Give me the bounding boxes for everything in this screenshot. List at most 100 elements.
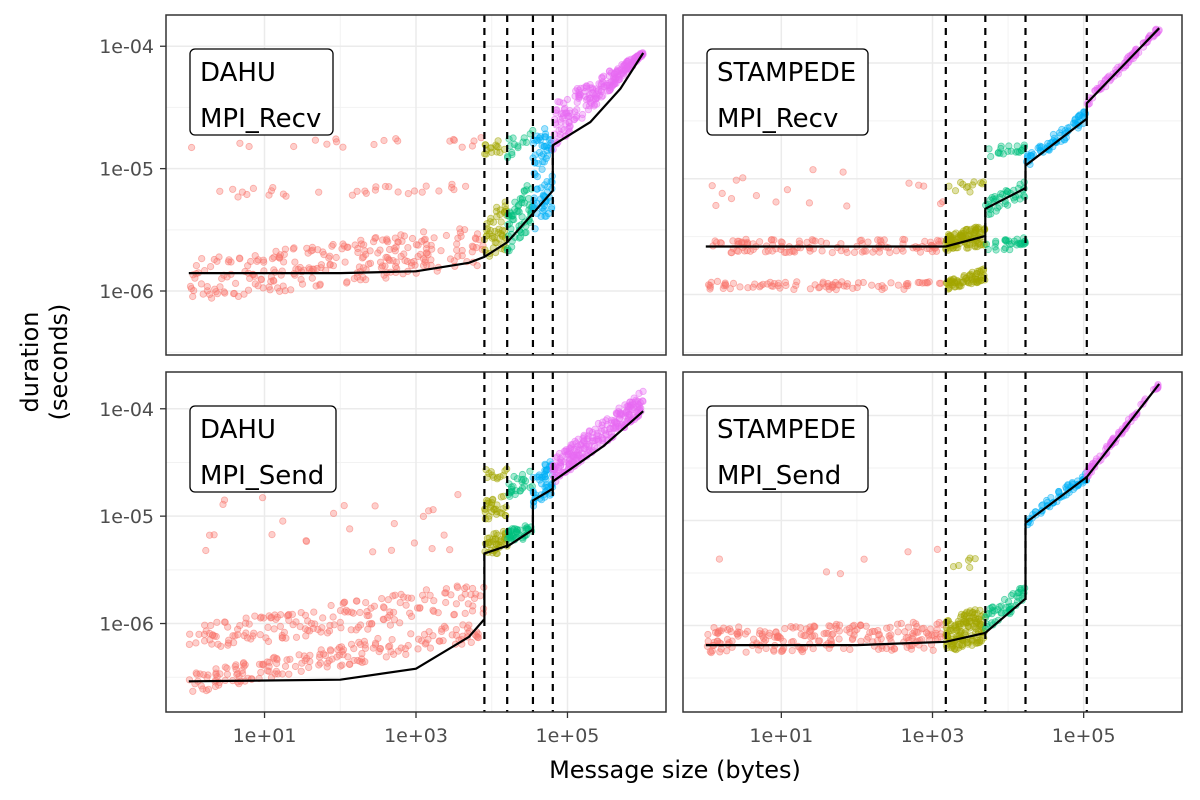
data-point bbox=[485, 538, 494, 546]
data-point bbox=[539, 473, 547, 481]
data-point bbox=[186, 282, 195, 290]
data-point bbox=[485, 515, 493, 523]
data-point bbox=[372, 183, 380, 191]
data-point bbox=[203, 673, 211, 682]
data-point bbox=[920, 624, 928, 633]
data-point bbox=[328, 242, 336, 250]
data-point bbox=[857, 236, 866, 244]
data-point bbox=[435, 187, 443, 195]
data-point bbox=[430, 597, 438, 605]
data-point bbox=[964, 244, 972, 252]
data-point bbox=[727, 195, 736, 203]
data-point bbox=[1013, 142, 1021, 150]
data-point bbox=[734, 237, 742, 245]
data-point bbox=[796, 624, 805, 632]
data-point bbox=[1006, 240, 1014, 249]
data-point bbox=[224, 641, 232, 649]
data-point bbox=[236, 139, 244, 147]
data-point bbox=[436, 637, 444, 645]
data-point bbox=[339, 240, 347, 248]
data-point bbox=[353, 187, 361, 195]
data-point bbox=[391, 234, 399, 242]
data-point bbox=[846, 645, 854, 654]
data-point bbox=[251, 612, 259, 620]
data-point bbox=[591, 95, 600, 103]
data-point bbox=[905, 179, 913, 187]
data-point bbox=[843, 248, 851, 257]
data-point bbox=[342, 279, 351, 287]
data-point bbox=[1064, 482, 1072, 490]
data-point bbox=[253, 257, 261, 265]
data-point bbox=[541, 125, 549, 133]
data-point bbox=[634, 397, 642, 405]
data-point bbox=[987, 152, 995, 161]
data-point bbox=[215, 253, 223, 261]
data-point bbox=[329, 509, 338, 518]
data-point bbox=[454, 252, 462, 260]
data-point bbox=[362, 598, 370, 607]
data-point bbox=[472, 590, 480, 598]
data-point bbox=[272, 659, 281, 668]
data-point bbox=[772, 198, 780, 206]
data-point bbox=[326, 621, 334, 630]
data-point bbox=[966, 563, 974, 572]
data-point bbox=[245, 620, 253, 628]
data-point bbox=[289, 245, 297, 253]
data-point bbox=[378, 594, 386, 603]
data-point bbox=[193, 670, 201, 678]
data-point bbox=[291, 258, 299, 266]
data-point bbox=[346, 525, 354, 533]
panel-label-line2: MPI_Send bbox=[200, 461, 324, 491]
data-point bbox=[231, 632, 239, 640]
data-point bbox=[376, 258, 385, 266]
data-point bbox=[985, 145, 993, 153]
data-point bbox=[765, 632, 773, 640]
data-point bbox=[537, 184, 545, 192]
data-point bbox=[278, 631, 286, 640]
panel-label: DAHU MPI_Send bbox=[189, 405, 337, 493]
data-point bbox=[421, 235, 429, 243]
data-point bbox=[240, 632, 248, 640]
data-point bbox=[710, 623, 718, 632]
data-point bbox=[824, 629, 832, 638]
data-point bbox=[396, 598, 404, 607]
data-point bbox=[591, 425, 599, 433]
data-point bbox=[736, 628, 744, 637]
data-point bbox=[354, 623, 362, 631]
data-point bbox=[280, 250, 288, 258]
data-point bbox=[932, 247, 941, 255]
data-point bbox=[599, 418, 607, 426]
data-point bbox=[582, 82, 591, 90]
data-point bbox=[442, 598, 450, 607]
data-point bbox=[216, 283, 224, 291]
data-point bbox=[945, 284, 953, 292]
fitted-model-line bbox=[188, 52, 645, 275]
data-point bbox=[1002, 603, 1010, 612]
data-point bbox=[599, 435, 607, 443]
data-point bbox=[876, 236, 884, 244]
data-point bbox=[381, 262, 389, 270]
data-point bbox=[336, 606, 345, 615]
data-point bbox=[428, 544, 436, 553]
data-point bbox=[358, 655, 366, 663]
data-point bbox=[970, 224, 979, 232]
data-point bbox=[977, 637, 986, 645]
data-point bbox=[201, 637, 209, 645]
data-point bbox=[839, 168, 847, 176]
data-point bbox=[382, 653, 390, 661]
data-point bbox=[186, 630, 194, 638]
data-point bbox=[893, 620, 902, 628]
data-point bbox=[857, 637, 865, 645]
data-point bbox=[249, 184, 257, 192]
data-point bbox=[518, 194, 527, 202]
data-point bbox=[458, 246, 466, 255]
panel-label-line1: STAMPEDE bbox=[717, 58, 856, 88]
data-point bbox=[440, 622, 448, 631]
data-point bbox=[267, 277, 275, 286]
data-point bbox=[285, 610, 293, 619]
data-point bbox=[275, 287, 284, 295]
data-point bbox=[304, 626, 312, 634]
data-point bbox=[232, 661, 240, 669]
data-point bbox=[329, 262, 337, 270]
data-point bbox=[470, 594, 479, 603]
